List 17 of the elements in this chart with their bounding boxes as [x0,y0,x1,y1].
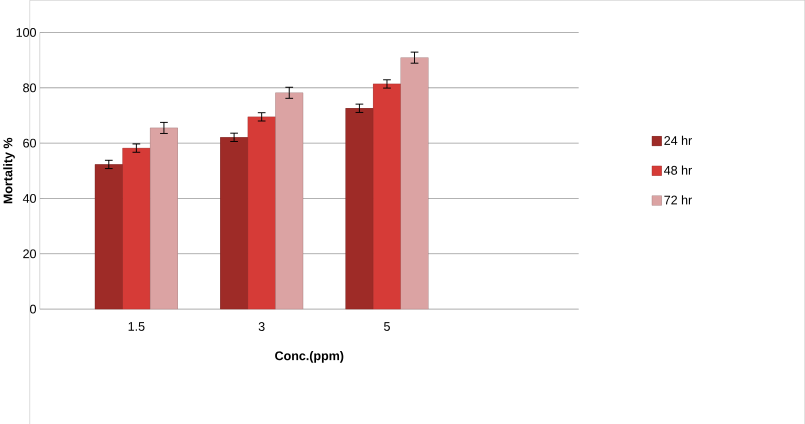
y-tick-label: 40 [22,194,36,203]
y-axis-title: Mortality % [3,138,15,204]
legend-label: 24 hr [664,136,692,145]
x-tick-label: 3 [258,322,265,331]
y-tick-label: 0 [30,304,36,314]
legend-label: 48 hr [664,165,692,174]
bar [400,57,429,310]
y-tick-label: 80 [23,83,36,92]
bar [150,127,178,310]
legend-label: 72 hr [664,195,692,204]
bar [275,92,304,310]
y-tick-label: 60 [23,138,36,148]
y-tick-label: 100 [16,28,36,37]
x-axis-title: Conc.(ppm) [275,350,344,362]
x-tick-label: 5 [384,322,390,331]
y-tick-label: 20 [23,249,36,258]
x-tick-label: 1.5 [128,322,145,331]
